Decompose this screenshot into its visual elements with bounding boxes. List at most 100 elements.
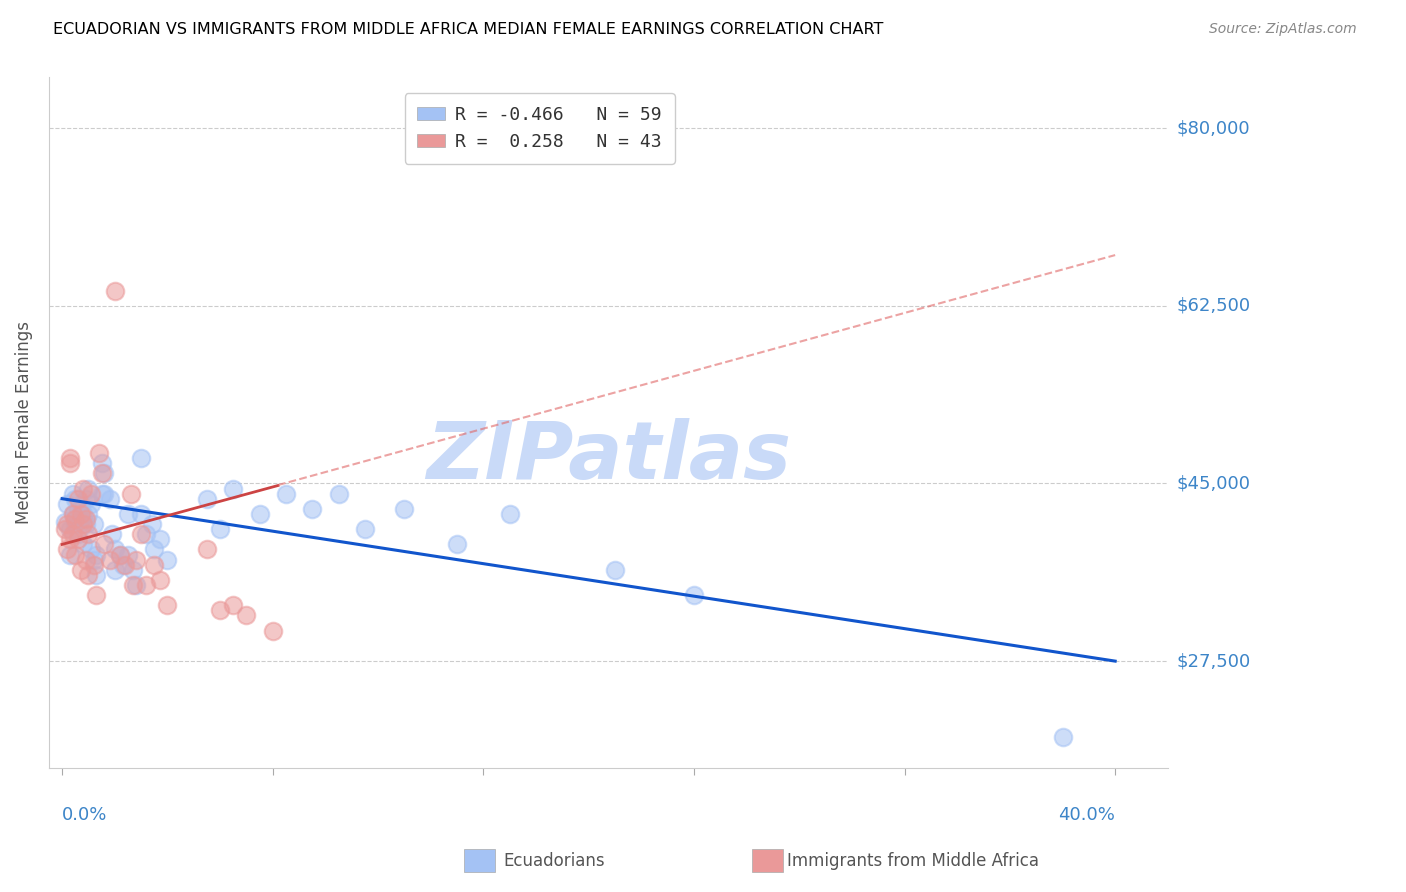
Point xyxy=(56,517,79,532)
Point xyxy=(117,507,139,521)
Point xyxy=(135,578,157,592)
Point xyxy=(125,552,148,566)
Point xyxy=(156,599,179,613)
Point xyxy=(101,527,124,541)
Point xyxy=(222,482,245,496)
Point xyxy=(148,533,170,547)
Point xyxy=(122,578,145,592)
Point xyxy=(77,507,100,521)
Point xyxy=(77,567,100,582)
Point xyxy=(90,467,112,481)
Point xyxy=(98,552,121,566)
Point xyxy=(75,491,97,506)
Point xyxy=(66,533,89,547)
Point xyxy=(69,512,91,526)
Point xyxy=(59,548,82,562)
Text: $27,500: $27,500 xyxy=(1177,652,1250,670)
Point xyxy=(86,588,108,602)
Point xyxy=(69,497,91,511)
Legend: R = -0.466   N = 59, R =  0.258   N = 43: R = -0.466 N = 59, R = 0.258 N = 43 xyxy=(405,94,675,163)
Point xyxy=(90,456,112,470)
Point xyxy=(93,467,115,481)
Point xyxy=(53,522,76,536)
Point xyxy=(111,558,134,572)
Point xyxy=(66,501,89,516)
Point xyxy=(148,573,170,587)
Text: ZIPatlas: ZIPatlas xyxy=(426,418,792,496)
Point xyxy=(104,542,127,557)
Point xyxy=(249,507,271,521)
Point xyxy=(209,522,232,536)
Point xyxy=(86,548,108,562)
Point xyxy=(394,501,416,516)
Y-axis label: Median Female Earnings: Median Female Earnings xyxy=(15,321,32,524)
Point xyxy=(195,542,218,557)
Text: $80,000: $80,000 xyxy=(1177,120,1250,137)
Text: Ecuadorians: Ecuadorians xyxy=(503,852,605,870)
Point xyxy=(72,507,94,521)
Point xyxy=(80,486,103,500)
Point xyxy=(69,563,91,577)
Point xyxy=(80,542,103,557)
Point xyxy=(83,517,105,532)
Point xyxy=(59,522,82,536)
Point xyxy=(77,482,100,496)
Point xyxy=(143,558,166,572)
Point xyxy=(66,527,89,541)
Point xyxy=(235,608,257,623)
Point xyxy=(62,507,84,521)
Point xyxy=(80,497,103,511)
Text: $62,500: $62,500 xyxy=(1177,297,1250,315)
Point xyxy=(108,548,131,562)
Point xyxy=(65,517,87,532)
Point xyxy=(83,558,105,572)
Text: Immigrants from Middle Africa: Immigrants from Middle Africa xyxy=(787,852,1039,870)
Point xyxy=(83,552,105,566)
Point xyxy=(122,563,145,577)
Point xyxy=(135,527,157,541)
Text: $45,000: $45,000 xyxy=(1177,475,1250,492)
Point xyxy=(65,512,87,526)
Point xyxy=(209,603,232,617)
Point xyxy=(62,486,84,500)
Point xyxy=(498,507,520,521)
Point xyxy=(446,537,468,551)
Point xyxy=(603,563,626,577)
Point xyxy=(129,507,152,521)
Point xyxy=(56,542,79,557)
Point xyxy=(141,517,163,532)
Point xyxy=(328,486,350,500)
Point xyxy=(56,497,79,511)
Point xyxy=(129,451,152,466)
Point xyxy=(143,542,166,557)
Point xyxy=(108,548,131,562)
Point xyxy=(195,491,218,506)
Point xyxy=(301,501,323,516)
Point xyxy=(114,558,136,572)
Point xyxy=(59,533,82,547)
Point xyxy=(65,491,87,506)
Point xyxy=(156,552,179,566)
Point xyxy=(262,624,284,638)
Text: 40.0%: 40.0% xyxy=(1059,805,1115,823)
Point xyxy=(69,507,91,521)
Point xyxy=(77,527,100,541)
Point xyxy=(62,527,84,541)
Point xyxy=(66,491,89,506)
Point xyxy=(75,517,97,532)
Point xyxy=(72,537,94,551)
Point xyxy=(222,599,245,613)
Point xyxy=(117,548,139,562)
Point xyxy=(683,588,706,602)
Point xyxy=(75,512,97,526)
Point xyxy=(120,486,142,500)
Text: 0.0%: 0.0% xyxy=(62,805,107,823)
Point xyxy=(53,515,76,529)
Point xyxy=(98,491,121,506)
Point xyxy=(1052,731,1074,745)
Point xyxy=(59,456,82,470)
Point xyxy=(129,527,152,541)
Point xyxy=(104,563,127,577)
Point xyxy=(72,482,94,496)
Point xyxy=(75,552,97,566)
